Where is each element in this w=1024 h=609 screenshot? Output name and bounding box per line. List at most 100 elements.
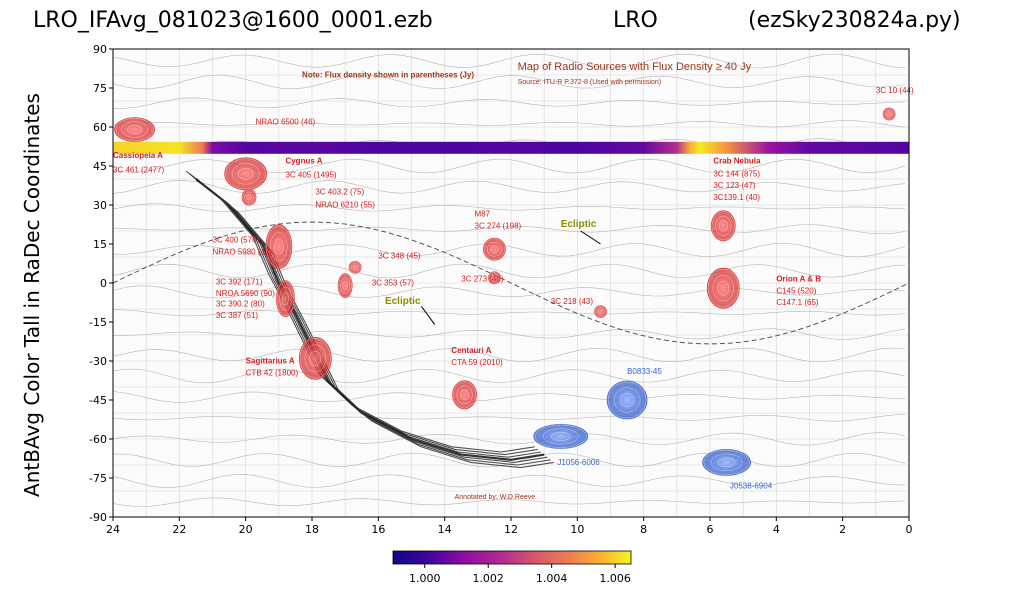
radio-source-ring — [274, 238, 284, 255]
header-left-title: LRO_IFAvg_081023@1600_0001.ezb — [33, 8, 433, 33]
radio-source-ring — [710, 453, 743, 472]
axis-layer: 24 22 20 18 16 14 12 10 8 6 4 2 09075604530150-15-30… — [89, 43, 912, 536]
ecliptic-pointer — [421, 306, 436, 325]
source-annotation: NRAO 6210 (55) — [315, 201, 375, 210]
radio-source-ring — [534, 424, 587, 449]
source-annotation: CTA 59 (2010) — [451, 358, 503, 367]
source-annotation: Map of Radio Sources with Flux Density ≥… — [518, 61, 752, 73]
radio-source-ring — [304, 344, 326, 373]
source-annotation: Source: ITU-R P.372-8 (Used with permiss… — [518, 79, 661, 86]
source-annotation: 3C 461 (2477) — [113, 166, 164, 175]
header-right-title: (ezSky230824a.py) — [748, 8, 961, 33]
radio-source-ring — [542, 428, 579, 445]
radio-source-ring — [712, 274, 734, 302]
radio-source-ring — [231, 163, 260, 185]
x-tick-label: 2 — [839, 523, 846, 536]
radio-source-ring — [238, 167, 254, 180]
radio-source-ring — [350, 263, 360, 272]
y-tick-label: -15 — [89, 316, 107, 329]
annotation-layer: Note: Flux density shown in parentheses … — [113, 61, 914, 501]
source-annotation: Crab Nebula — [713, 156, 761, 165]
radio-source-ring — [490, 273, 499, 282]
source-annotation: 3C 405 (1495) — [285, 171, 336, 180]
radio-source-ring — [338, 273, 353, 298]
x-tick-label: 0 — [906, 523, 913, 536]
source-annotation: NROA 5690 (90) — [216, 289, 275, 298]
radio-source-marker — [483, 237, 506, 261]
source-annotation: M87 — [475, 210, 491, 219]
radio-source-ring — [492, 275, 497, 281]
source-annotation: 3C 392 (171) — [216, 277, 263, 286]
radio-source-marker — [224, 157, 268, 191]
source-annotation: 3C 10 (44) — [876, 86, 914, 95]
radio-source-ring — [460, 389, 470, 400]
radio-source-ring — [488, 271, 501, 284]
contour-line — [112, 497, 906, 507]
radio-source-ring — [886, 111, 892, 117]
contour-line — [113, 97, 906, 109]
source-annotation: NRAO 5980 (47) — [213, 247, 273, 256]
radio-source-marker — [337, 273, 353, 299]
radio-source-marker — [533, 423, 589, 449]
source-annotation: 3C 400 (576) — [213, 236, 260, 245]
radio-source-ring — [607, 381, 647, 419]
radio-source-ring — [707, 268, 739, 308]
radio-source-ring — [225, 158, 266, 190]
radio-source-ring — [279, 286, 292, 311]
y-tick-label: -90 — [89, 511, 107, 524]
source-annotation: 3C 353 (57) — [372, 279, 415, 288]
radio-source-ring — [246, 194, 252, 201]
source-layer — [114, 107, 896, 476]
ecliptic-pointer — [580, 230, 601, 245]
source-annotation: Sagittarius A — [246, 357, 295, 366]
radio-source-ring — [270, 232, 288, 262]
y-tick-label: 90 — [93, 43, 107, 56]
radio-source-marker — [488, 271, 501, 285]
contour-line — [112, 414, 906, 422]
radio-source-ring — [594, 305, 607, 318]
ecliptic-layer — [112, 221, 910, 345]
radio-source-ring — [613, 387, 641, 413]
contour-line — [112, 53, 906, 69]
contour-line — [112, 391, 906, 403]
source-annotation: Ecliptic — [561, 219, 597, 230]
source-annotation: NRAO 6500 (46) — [256, 117, 316, 126]
source-annotation: J0538-6904 — [730, 481, 773, 490]
radio-source-ring — [242, 189, 256, 206]
colorbar-tick-label: 1.000 — [409, 572, 441, 585]
radio-source-ring — [244, 191, 254, 203]
source-annotation: Centauri A — [451, 346, 491, 355]
x-tick-label: 8 — [640, 523, 647, 536]
y-tick-label: 0 — [100, 277, 107, 290]
contour-line — [112, 432, 906, 446]
radio-source-ring — [883, 108, 896, 120]
contour-line — [112, 263, 906, 279]
colorbar-tick-label: 1.002 — [472, 572, 504, 585]
radio-source-ring — [711, 211, 735, 241]
radio-source-ring — [266, 225, 292, 268]
radio-source-ring — [551, 431, 571, 441]
contour-line — [112, 203, 906, 213]
source-annotation: 3C 218 (43) — [551, 297, 594, 306]
x-tick-label: 20 — [239, 523, 253, 536]
x-tick-label: 18 — [305, 523, 319, 536]
radio-source-marker — [452, 380, 477, 410]
radio-source-ring — [299, 338, 331, 379]
source-annotation: C147.1 (65) — [776, 298, 819, 307]
radio-source-marker — [265, 224, 293, 270]
source-annotation: 3C 390.2 (80) — [216, 299, 265, 308]
y-tick-label: -75 — [89, 472, 107, 485]
source-annotation: J1056-6006 — [557, 458, 600, 467]
radio-source-ring — [127, 125, 142, 135]
radio-source-marker — [114, 117, 155, 143]
header-center-title: LRO — [613, 8, 658, 33]
source-annotation: 3C 274 (198) — [475, 221, 522, 230]
radio-source-ring — [115, 117, 154, 142]
y-tick-label: 45 — [93, 160, 107, 173]
y-tick-label: -60 — [89, 433, 107, 446]
x-tick-label: 16 — [371, 523, 385, 536]
radio-source-ring — [487, 241, 502, 257]
contour-line — [113, 328, 906, 340]
radio-source-ring — [352, 265, 358, 270]
